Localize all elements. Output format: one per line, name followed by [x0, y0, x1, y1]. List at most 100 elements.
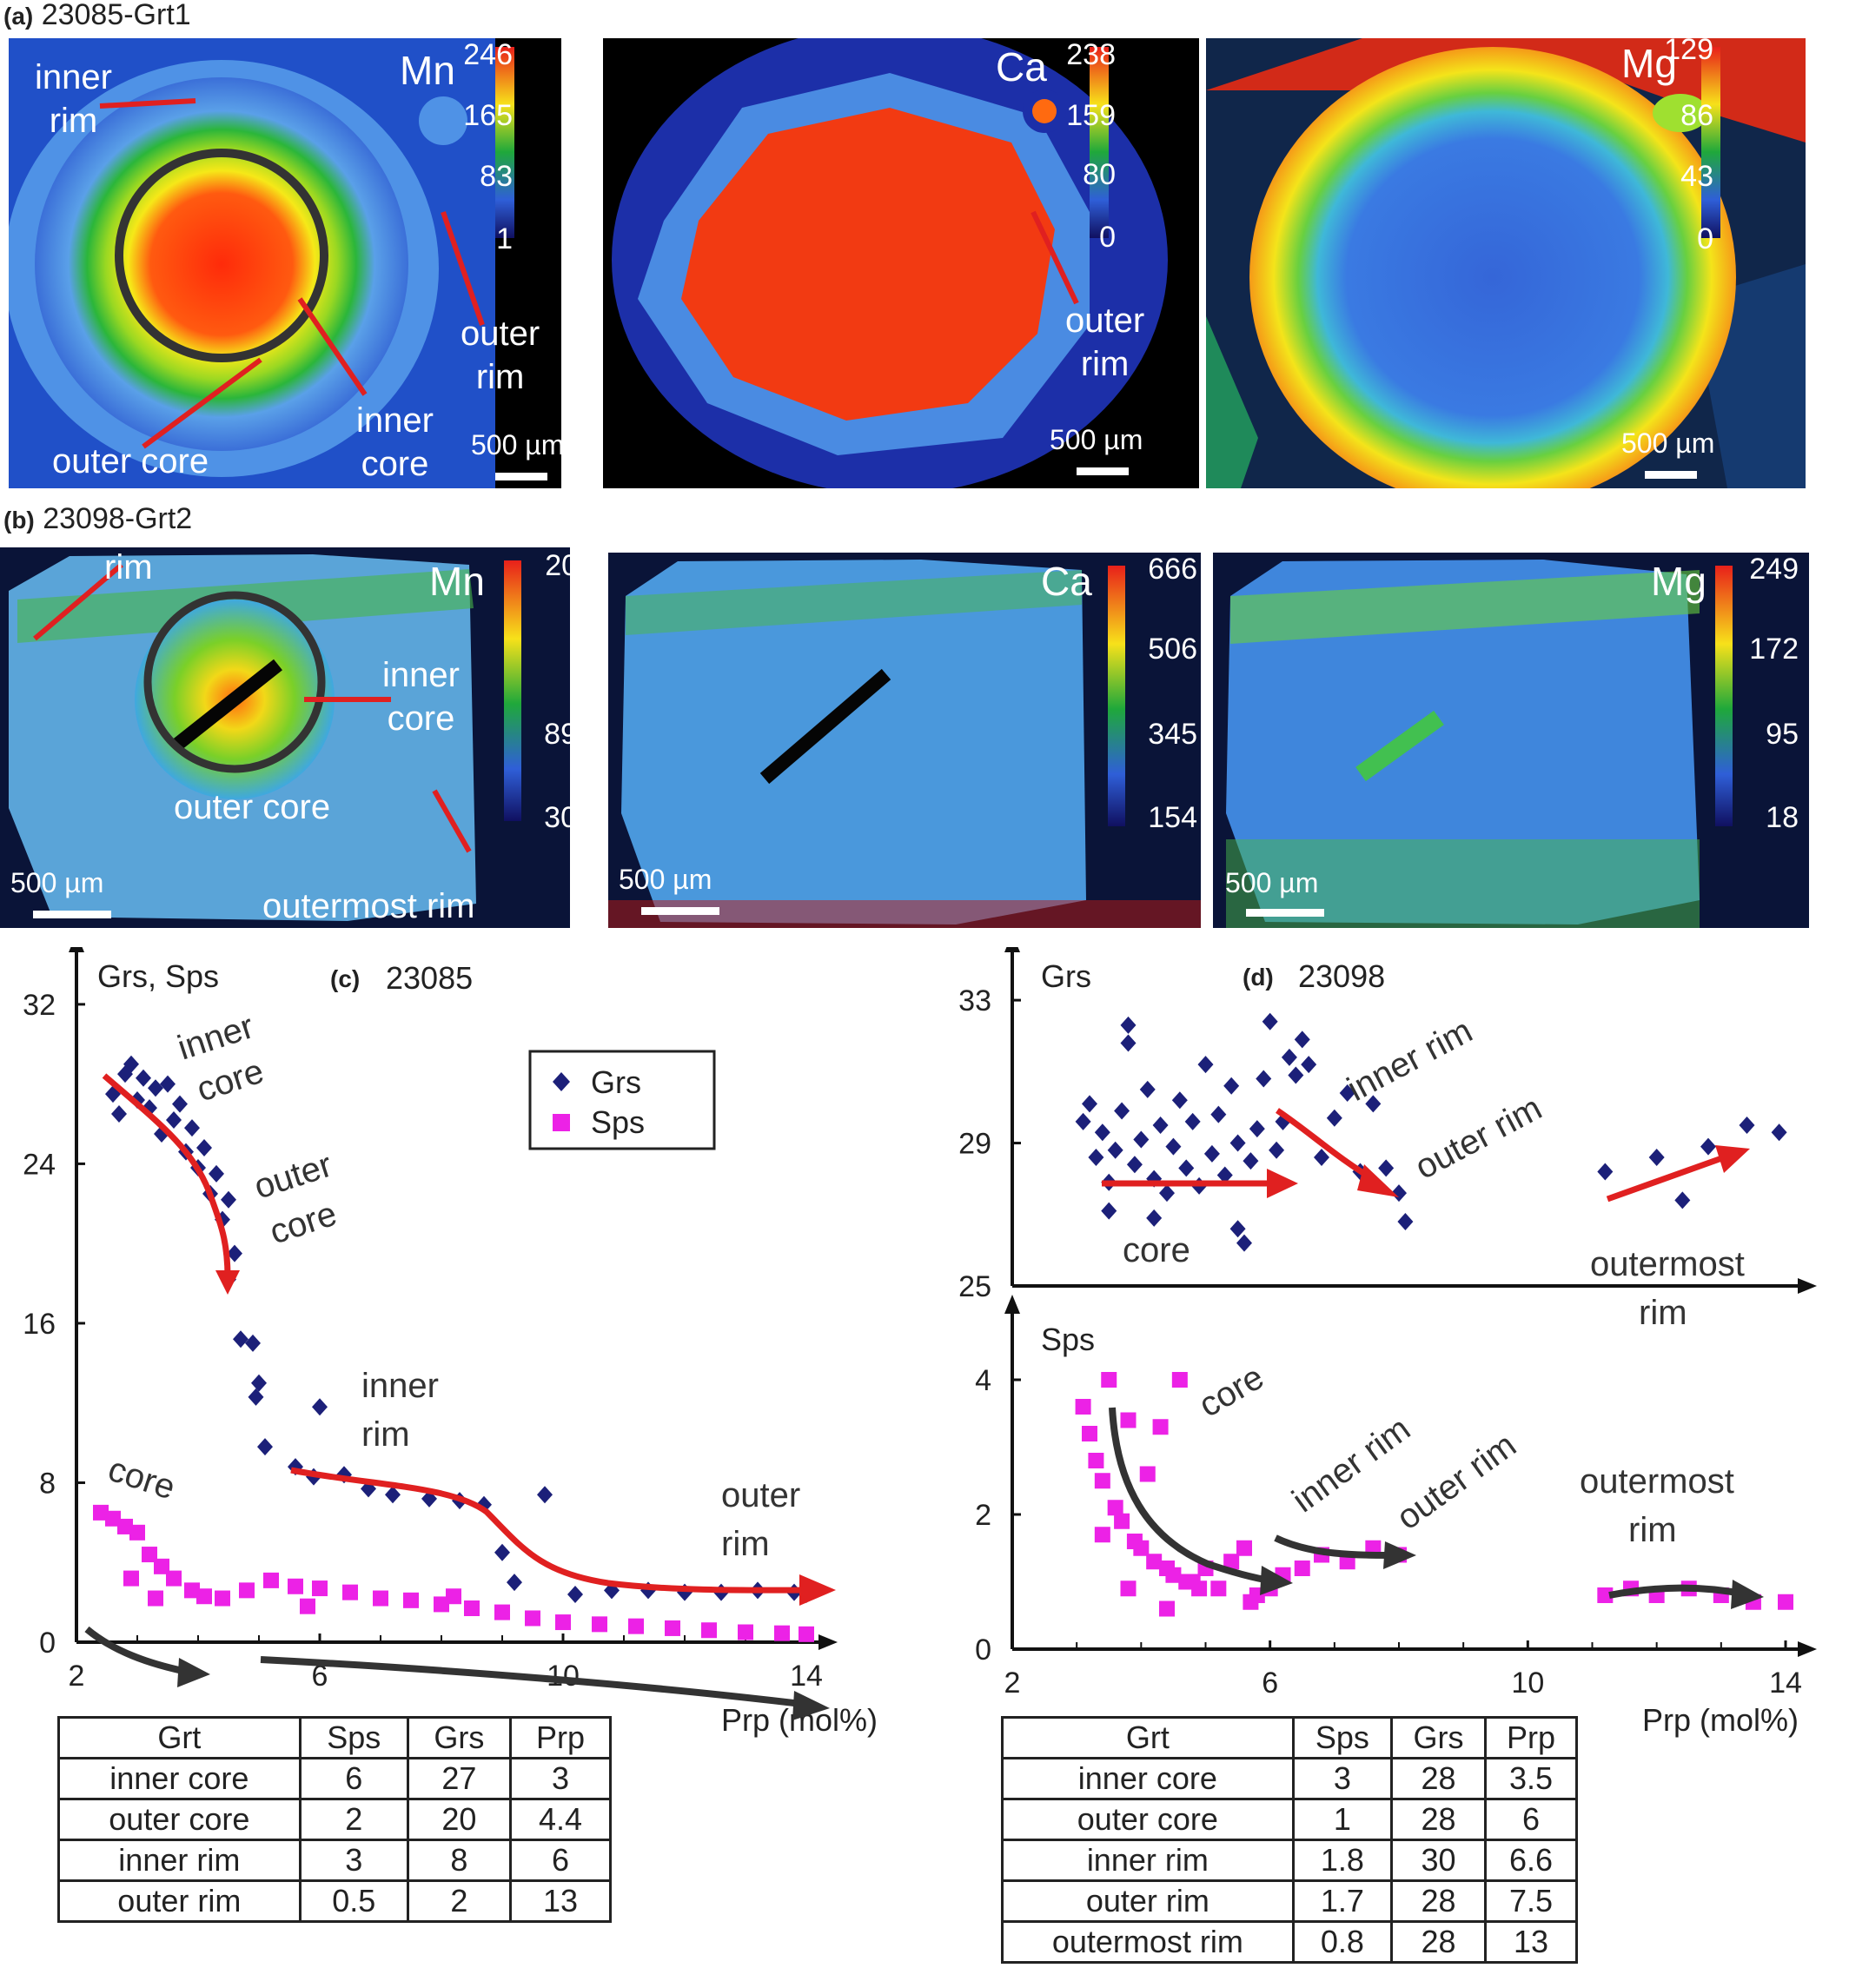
data-point-sps	[105, 1510, 121, 1527]
data-point-grs	[248, 1388, 264, 1406]
y-axis-label-grs: Grs	[1041, 958, 1091, 994]
map-a-mn: Mn 246 165 83 1 inner rim outer rim inner c…	[9, 38, 561, 488]
data-point-sps	[701, 1622, 717, 1639]
data-point-grs	[1597, 1163, 1614, 1181]
annotation-outermost-rim: outermost rim	[262, 887, 475, 925]
table-cell: outer rim	[57, 1879, 302, 1923]
data-point-sps	[555, 1614, 571, 1631]
map-b-mg-element: Mg	[1651, 559, 1707, 604]
data-point-sps	[184, 1582, 200, 1599]
data-point-grs	[1700, 1137, 1716, 1156]
data-point-sps	[215, 1590, 230, 1607]
data-point-sps	[464, 1600, 480, 1616]
panel-a-label: (a) 23085-Grt1	[3, 0, 191, 32]
data-point-sps	[1152, 1419, 1169, 1435]
cb-tick: 154	[1148, 801, 1197, 834]
map-a-ca: Ca 238 159 80 0 outer rim 500 µm	[603, 38, 1199, 488]
data-point-grs	[1223, 1077, 1240, 1095]
cb-tick: 345	[1148, 718, 1197, 751]
data-point-sps	[300, 1598, 315, 1614]
table-cell: 28	[1390, 1798, 1487, 1841]
data-point-sps	[1094, 1527, 1110, 1543]
map-a-mn-image	[9, 38, 561, 488]
cb-tick: 506	[1148, 633, 1197, 666]
data-point-sps	[1165, 1567, 1182, 1583]
x-axis-label: Prp (mol%)	[1642, 1702, 1799, 1738]
table-cell: 27	[406, 1757, 512, 1800]
data-point-grs	[227, 1244, 242, 1262]
table-header-cell: Prp	[508, 1716, 613, 1759]
table-cell: 13	[1483, 1920, 1579, 1964]
data-point-grs	[1243, 1152, 1259, 1170]
data-point-sps	[123, 1570, 139, 1587]
cb-tick: 89	[544, 718, 570, 751]
cb-tick: 30	[544, 801, 570, 834]
data-point-sps	[1146, 1554, 1163, 1570]
data-point-grs	[1094, 1123, 1110, 1142]
x-tick-label: 2	[69, 1660, 85, 1693]
data-point-sps	[525, 1610, 540, 1627]
data-point-grs	[1203, 1144, 1220, 1163]
cb-tick: 206	[545, 549, 570, 582]
data-point-sps	[196, 1588, 212, 1605]
y-axis-label: Grs, Sps	[97, 958, 219, 994]
data-point-sps	[592, 1616, 607, 1633]
data-point-grs	[1249, 1120, 1265, 1138]
data-point-grs	[1229, 1134, 1246, 1152]
data-point-grs	[160, 1075, 176, 1093]
trend-arrows	[1102, 1108, 1764, 1609]
annotation-inner-rim-1: inner	[361, 1367, 439, 1405]
table-header-cell: Sps	[1291, 1716, 1394, 1759]
table-row: outer core 1 28 6	[1001, 1798, 1579, 1841]
map-b-mn-element: Mn	[429, 559, 485, 604]
scale-label: 500 µm	[1621, 427, 1715, 459]
table-cell: 8	[406, 1839, 512, 1882]
x-tick-label: 14	[1769, 1667, 1802, 1700]
data-point-sps	[1223, 1554, 1240, 1570]
data-point-grs	[245, 1334, 261, 1352]
table-cell: 3	[1291, 1757, 1394, 1800]
table-cell: 3.5	[1483, 1757, 1579, 1800]
panel-a-sample: 23085-Grt1	[41, 0, 191, 31]
data-point-grs	[1301, 1056, 1317, 1074]
scatter-points	[1075, 1012, 1793, 1617]
data-point-grs	[233, 1330, 249, 1349]
data-point-grs	[1139, 1080, 1156, 1098]
chart-d-annotations: inner rim outer rim core outermost rim c…	[1123, 1011, 1745, 1549]
data-point-grs	[1236, 1234, 1252, 1252]
data-point-sps	[117, 1518, 133, 1534]
data-point-grs	[1314, 1149, 1329, 1166]
data-point-sps	[342, 1584, 358, 1600]
table-row: outer rim 0.5 2 13	[57, 1879, 613, 1923]
data-point-grs	[1378, 1159, 1395, 1177]
table-header-cell: Prp	[1483, 1716, 1579, 1759]
table-row: inner core 6 27 3	[57, 1757, 613, 1800]
data-point-sps	[446, 1588, 461, 1605]
cb-tick: 0	[1099, 221, 1116, 254]
data-point-sps	[148, 1590, 163, 1607]
scale-label: 500 µm	[1050, 424, 1143, 455]
data-point-grs	[1281, 1048, 1297, 1066]
data-point-sps	[1133, 1540, 1150, 1556]
map-b-ca: Ca 666 506 345 154 500 µm	[608, 553, 1201, 928]
data-point-sps	[1597, 1587, 1614, 1603]
data-point-sps	[1107, 1500, 1123, 1516]
map-b-ca-image	[608, 553, 1201, 928]
y-tick-label: 0	[975, 1633, 991, 1667]
data-point-grs	[257, 1438, 273, 1456]
data-point-sps	[1171, 1372, 1188, 1388]
chart-title: 23085	[386, 960, 473, 996]
data-point-grs	[1294, 1030, 1310, 1049]
annotation-inner-core: inner core	[356, 401, 434, 483]
table-cell: 28	[1390, 1879, 1487, 1923]
table-cell: 1.7	[1291, 1879, 1394, 1923]
panel-b-label: (b) 23098-Grt2	[3, 502, 192, 536]
data-point-grs	[312, 1398, 328, 1416]
legend: Grs Sps	[528, 1050, 716, 1150]
data-point-grs	[251, 1374, 267, 1392]
data-point-sps	[1778, 1594, 1793, 1610]
table-cell: 7.5	[1483, 1879, 1579, 1923]
data-point-grs	[1075, 1112, 1091, 1130]
data-point-grs	[1159, 1184, 1175, 1203]
